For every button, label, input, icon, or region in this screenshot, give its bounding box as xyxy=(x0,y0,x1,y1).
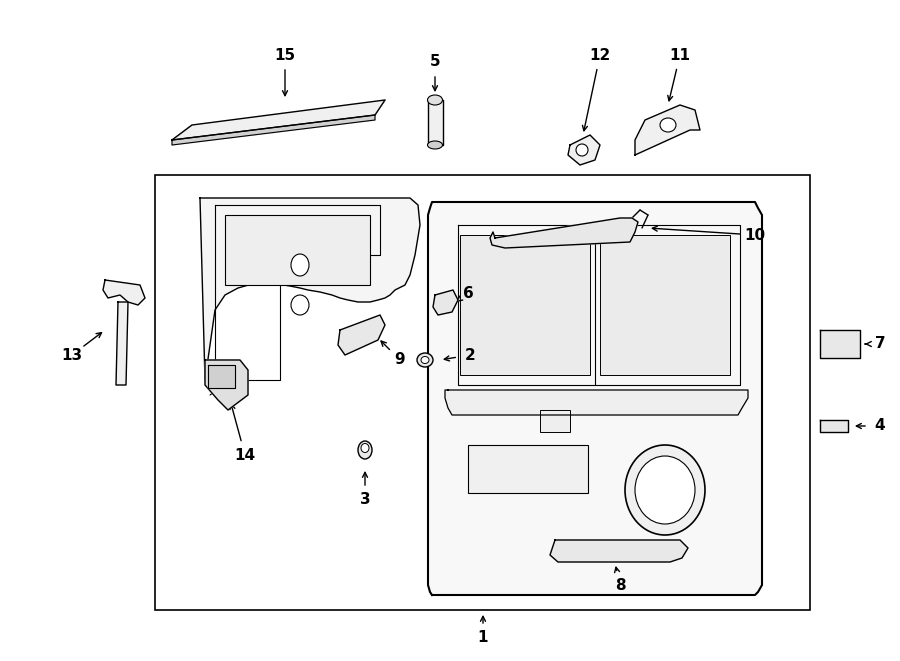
Ellipse shape xyxy=(576,144,588,156)
Polygon shape xyxy=(116,302,128,385)
Bar xyxy=(468,445,588,493)
Ellipse shape xyxy=(417,353,433,367)
Polygon shape xyxy=(635,105,700,155)
Polygon shape xyxy=(172,100,385,140)
Ellipse shape xyxy=(291,295,309,315)
Polygon shape xyxy=(205,360,248,410)
Text: 3: 3 xyxy=(360,492,370,508)
Polygon shape xyxy=(568,135,600,165)
Ellipse shape xyxy=(428,141,443,149)
Ellipse shape xyxy=(421,356,429,364)
Text: 11: 11 xyxy=(670,48,690,63)
Polygon shape xyxy=(208,365,235,388)
Ellipse shape xyxy=(361,444,369,453)
Ellipse shape xyxy=(358,441,372,459)
Bar xyxy=(155,175,810,610)
Text: 4: 4 xyxy=(875,418,886,434)
Text: 14: 14 xyxy=(234,447,256,463)
Text: 8: 8 xyxy=(615,578,626,592)
Text: 10: 10 xyxy=(744,227,766,243)
Ellipse shape xyxy=(291,254,309,276)
Text: 15: 15 xyxy=(274,48,295,63)
Polygon shape xyxy=(820,420,848,432)
Bar xyxy=(600,235,730,375)
Polygon shape xyxy=(200,198,420,380)
Text: 5: 5 xyxy=(429,54,440,69)
Bar xyxy=(460,235,590,375)
Polygon shape xyxy=(490,218,638,248)
Polygon shape xyxy=(172,115,375,145)
Text: 2: 2 xyxy=(464,348,475,362)
Text: 13: 13 xyxy=(61,348,83,362)
Polygon shape xyxy=(103,280,145,305)
Polygon shape xyxy=(445,390,748,415)
Polygon shape xyxy=(820,330,860,358)
Polygon shape xyxy=(550,540,688,562)
Polygon shape xyxy=(338,315,385,355)
Text: 1: 1 xyxy=(478,631,488,646)
Bar xyxy=(225,215,370,285)
Polygon shape xyxy=(428,100,443,145)
Ellipse shape xyxy=(660,118,676,132)
Polygon shape xyxy=(428,202,762,595)
Text: 6: 6 xyxy=(463,286,473,301)
Ellipse shape xyxy=(635,456,695,524)
Bar xyxy=(540,410,570,432)
Text: 7: 7 xyxy=(875,336,886,352)
Ellipse shape xyxy=(625,445,705,535)
Ellipse shape xyxy=(428,95,443,105)
Polygon shape xyxy=(433,290,458,315)
Text: 12: 12 xyxy=(590,48,610,63)
Text: 9: 9 xyxy=(395,352,405,368)
